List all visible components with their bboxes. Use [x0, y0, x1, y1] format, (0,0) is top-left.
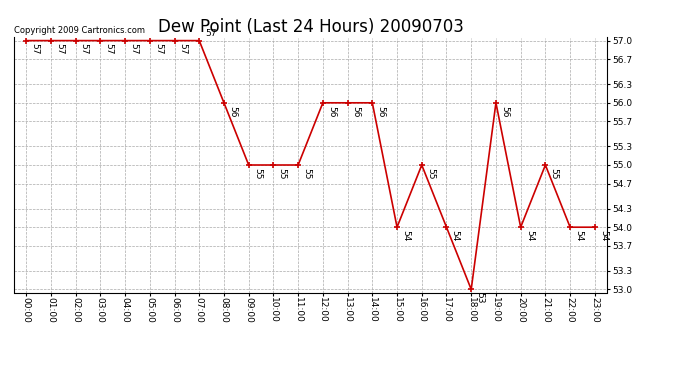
Text: 56: 56: [352, 106, 361, 117]
Text: 57: 57: [30, 44, 39, 55]
Text: 54: 54: [574, 230, 583, 242]
Text: 54: 54: [451, 230, 460, 242]
Text: 57: 57: [154, 44, 163, 55]
Text: 57: 57: [205, 29, 216, 38]
Text: 57: 57: [179, 44, 188, 55]
Text: 55: 55: [426, 168, 435, 179]
Text: 55: 55: [253, 168, 262, 179]
Text: 54: 54: [525, 230, 534, 242]
Text: Copyright 2009 Cartronics.com: Copyright 2009 Cartronics.com: [14, 26, 145, 35]
Text: 57: 57: [80, 44, 89, 55]
Text: 56: 56: [228, 106, 237, 117]
Text: 54: 54: [401, 230, 410, 242]
Text: 56: 56: [327, 106, 336, 117]
Text: 57: 57: [104, 44, 113, 55]
Title: Dew Point (Last 24 Hours) 20090703: Dew Point (Last 24 Hours) 20090703: [157, 18, 464, 36]
Text: 54: 54: [599, 230, 608, 242]
Text: 56: 56: [500, 106, 509, 117]
Text: 57: 57: [129, 44, 138, 55]
Text: 53: 53: [475, 292, 484, 304]
Text: 57: 57: [55, 44, 64, 55]
Text: 55: 55: [549, 168, 558, 179]
Text: 56: 56: [377, 106, 386, 117]
Text: 55: 55: [302, 168, 311, 179]
Text: 55: 55: [277, 168, 286, 179]
